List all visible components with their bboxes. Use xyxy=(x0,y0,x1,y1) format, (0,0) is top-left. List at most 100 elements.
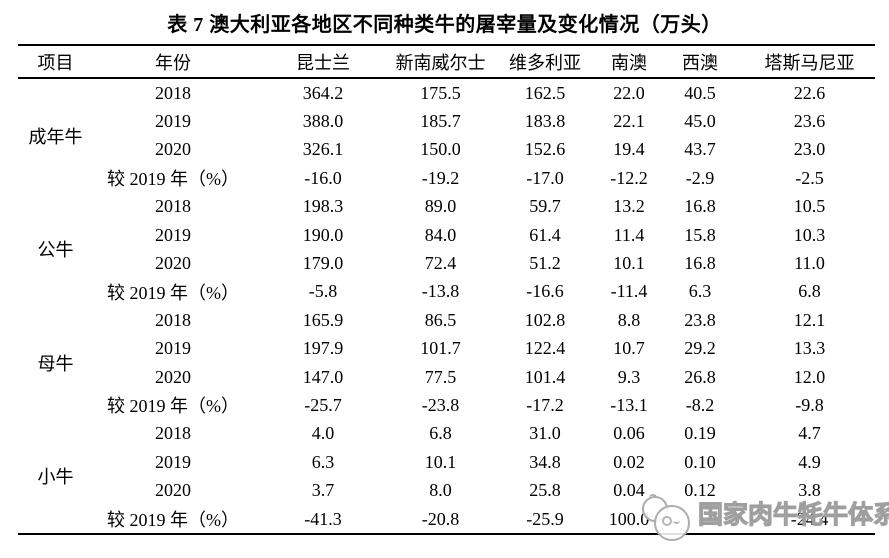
value-cell: 4.7 xyxy=(798,423,821,444)
value-cell: 29.2 xyxy=(684,338,716,359)
value-cell: 6.8 xyxy=(798,281,821,302)
table-row: 2019 388.0 185.7 183.8 22.1 45.0 23.6 xyxy=(18,107,875,135)
value-cell: 12.0 xyxy=(793,366,826,387)
value-cell: 10.3 xyxy=(793,224,826,245)
year-cell: 2018 xyxy=(155,196,191,217)
column-header-south-australia: 南澳 xyxy=(602,45,656,79)
value-cell: 0.10 xyxy=(684,451,716,472)
table-row: 母牛 2018 165.9 86.5 102.8 8.8 23.8 12.1 xyxy=(18,306,875,374)
value-cell: 6.3 xyxy=(688,281,712,302)
table-row: 较 2019 年（%） -41.3 -20.8 -25.9 100.0 -24.4 xyxy=(18,505,875,534)
year-cell: 较 2019 年（%） xyxy=(107,396,239,417)
column-header-year: 年份 xyxy=(93,45,253,79)
value-cell: 165.9 xyxy=(302,309,344,330)
value-cell: 162.5 xyxy=(524,82,566,103)
year-cell: 较 2019 年（%） xyxy=(107,510,239,531)
value-cell: 89.0 xyxy=(424,196,457,217)
value-cell: 6.3 xyxy=(311,451,335,472)
value-cell: 9.3 xyxy=(617,366,641,387)
value-cell: 10.5 xyxy=(793,196,826,217)
value-cell: 8.8 xyxy=(617,309,641,330)
value-cell: 147.0 xyxy=(302,366,344,387)
column-header-queensland: 昆士兰 xyxy=(253,45,393,79)
value-cell: 4.0 xyxy=(311,423,335,444)
value-cell: 8.0 xyxy=(429,480,452,501)
value-cell: -25.7 xyxy=(304,394,342,415)
year-cell: 2019 xyxy=(155,338,191,359)
table-row: 2020 326.1 150.0 152.6 19.4 43.7 23.0 xyxy=(18,136,875,164)
value-cell: 10.7 xyxy=(613,338,645,359)
value-cell: 15.8 xyxy=(684,224,716,245)
value-cell: 61.4 xyxy=(529,224,561,245)
value-cell: 84.0 xyxy=(424,224,457,245)
value-cell: 59.7 xyxy=(529,196,561,217)
value-cell: -13.8 xyxy=(421,281,460,302)
value-cell: -16.0 xyxy=(304,167,342,188)
value-cell: 3.8 xyxy=(798,480,821,501)
watermark: 国家肉牛牦牛体系 xyxy=(638,492,889,546)
value-cell: 4.9 xyxy=(798,451,821,472)
table-row: 较 2019 年（%） -16.0 -19.2 -17.0 -12.2 -2.9 -2.5 xyxy=(18,164,875,192)
year-cell: 2018 xyxy=(155,309,191,330)
value-cell: 0.06 xyxy=(613,423,645,444)
value-cell: 326.1 xyxy=(302,139,344,160)
value-cell: 16.8 xyxy=(684,196,716,217)
value-cell: 43.7 xyxy=(684,139,716,160)
column-header-item: 项目 xyxy=(18,45,93,79)
year-cell: 较 2019 年（%） xyxy=(107,169,239,190)
value-cell: 86.5 xyxy=(424,309,457,330)
value-cell: 23.0 xyxy=(793,139,826,160)
value-cell: 102.8 xyxy=(524,309,566,330)
table-row: 2019 6.3 10.1 34.8 0.02 0.10 4.9 xyxy=(18,448,875,476)
column-header-west-australia: 西澳 xyxy=(656,45,744,79)
value-cell: -25.9 xyxy=(526,508,564,529)
value-cell: 101.7 xyxy=(420,338,461,359)
value-cell: 150.0 xyxy=(420,139,461,160)
value-cell: 198.3 xyxy=(302,196,344,217)
value-cell: -17.0 xyxy=(526,167,564,188)
value-cell: 175.5 xyxy=(420,82,461,103)
value-cell: -13.1 xyxy=(610,394,648,415)
table-row: 成年牛 2018 364.2 175.5 162.5 22.0 40.5 22.6 xyxy=(18,78,875,147)
value-cell: -9.8 xyxy=(795,394,824,415)
value-cell: 19.4 xyxy=(613,139,645,160)
value-cell: 13.3 xyxy=(793,338,826,359)
value-cell: 25.8 xyxy=(529,480,561,501)
value-cell: -20.8 xyxy=(421,508,460,529)
value-cell: 190.0 xyxy=(302,224,344,245)
value-cell: 197.9 xyxy=(302,338,344,359)
value-cell: 11.4 xyxy=(613,224,645,245)
value-cell: 183.8 xyxy=(524,111,566,132)
cattle-slaughter-table: 项目 年份 昆士兰 新南威尔士 维多利亚 南澳 西澳 塔斯马尼亚 成年牛 2018… xyxy=(18,44,875,536)
value-cell: -2.5 xyxy=(795,167,824,188)
year-cell: 2019 xyxy=(155,111,191,132)
value-cell: 100.0 xyxy=(608,508,650,529)
value-cell: 0.19 xyxy=(684,423,716,444)
year-cell: 较 2019 年（%） xyxy=(107,282,239,303)
value-cell: 10.1 xyxy=(424,451,457,472)
value-cell: -11.4 xyxy=(610,281,648,302)
year-cell: 2018 xyxy=(155,423,191,444)
value-cell: -12.2 xyxy=(610,167,648,188)
table-row: 2020 3.7 8.0 25.8 0.04 0.12 3.8 xyxy=(18,476,875,504)
value-cell: 101.4 xyxy=(524,366,566,387)
year-cell: 2018 xyxy=(155,82,191,103)
value-cell: 26.8 xyxy=(684,366,716,387)
table-row: 2020 147.0 77.5 101.4 9.3 26.8 12.0 xyxy=(18,363,875,391)
table-row: 小牛 2018 4.0 6.8 31.0 0.06 0.19 4.7 xyxy=(18,420,875,487)
value-cell: 16.8 xyxy=(684,253,716,274)
value-cell: 152.6 xyxy=(524,139,566,160)
value-cell: 10.1 xyxy=(613,253,645,274)
item-label: 公牛 xyxy=(37,240,74,261)
value-cell: 22.1 xyxy=(613,111,645,132)
table-row: 较 2019 年（%） -25.7 -23.8 -17.2 -13.1 -8.2 -9.8 xyxy=(18,391,875,419)
value-cell: 34.8 xyxy=(529,451,561,472)
value-cell: 364.2 xyxy=(302,82,344,103)
value-cell: 388.0 xyxy=(302,111,344,132)
logo-big-circle xyxy=(654,505,690,541)
header-row: 项目 年份 昆士兰 新南威尔士 维多利亚 南澳 西澳 塔斯马尼亚 xyxy=(18,45,875,79)
value-cell: 51.2 xyxy=(529,253,561,274)
value-cell: -16.6 xyxy=(526,281,564,302)
value-cell: 179.0 xyxy=(302,253,344,274)
